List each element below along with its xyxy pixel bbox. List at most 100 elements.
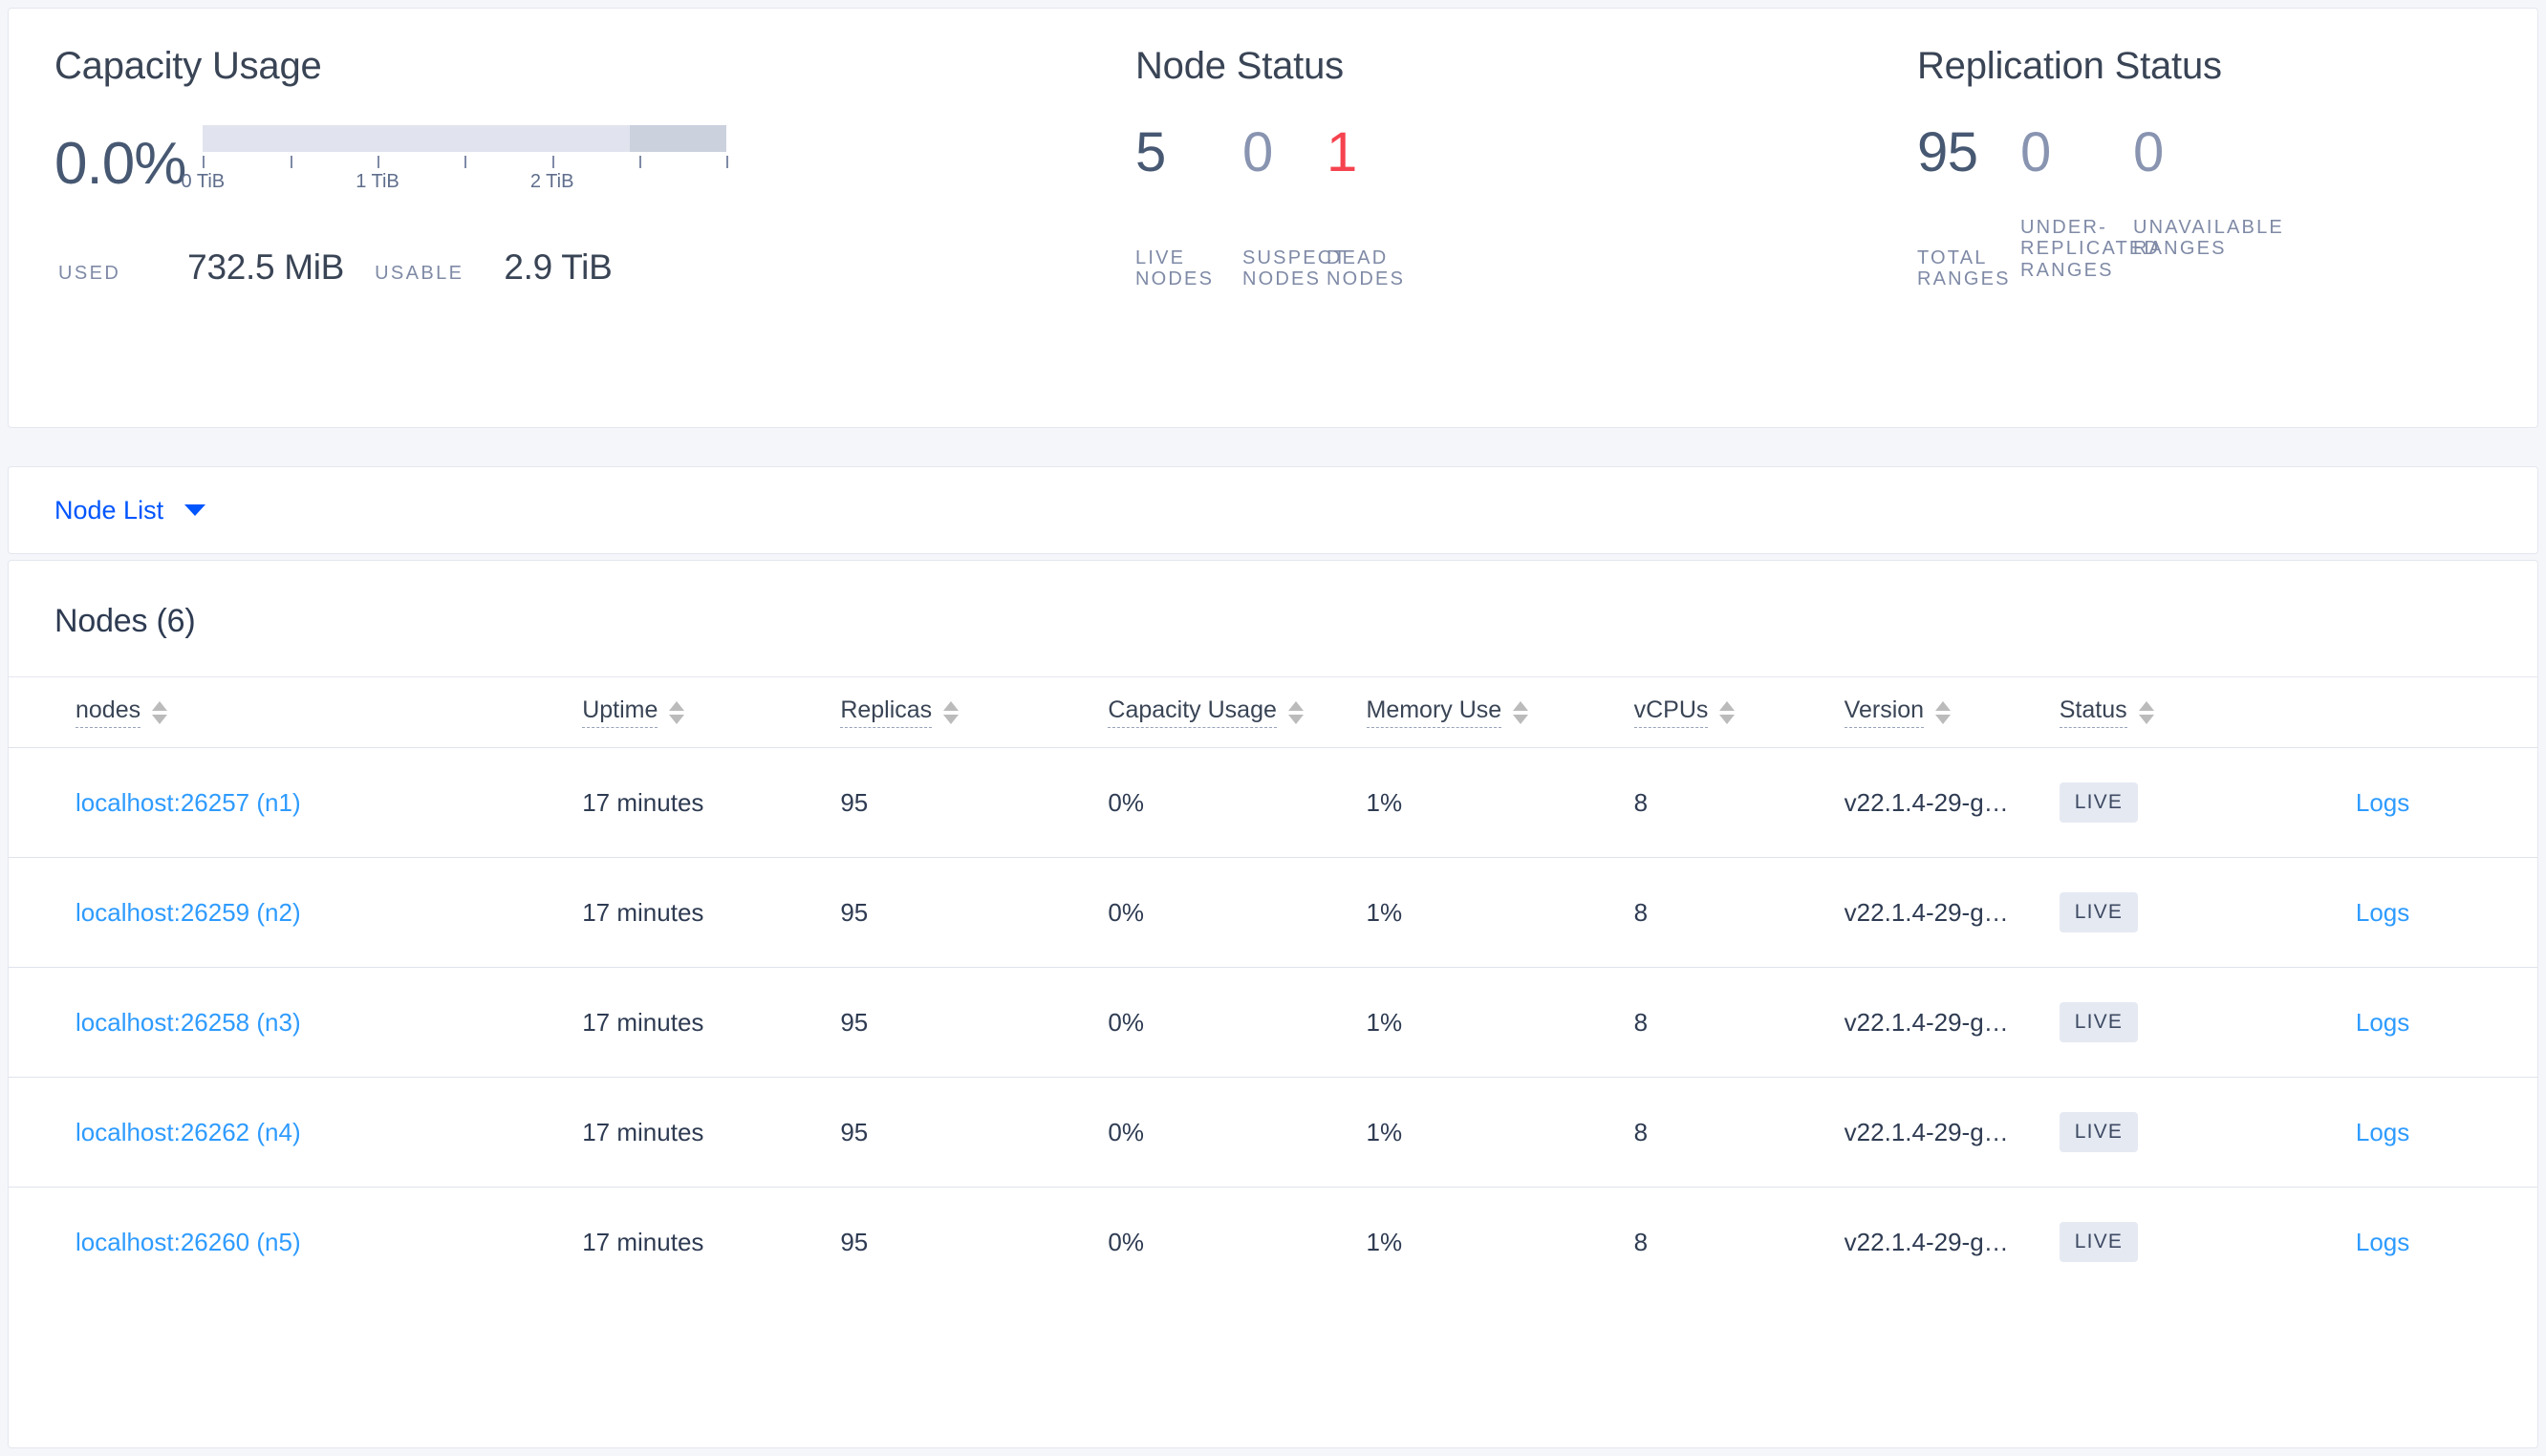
sort-descending-icon (943, 714, 960, 724)
table-row: localhost:26258 (n3) 17 minutes 95 0% 1% 8 v22… (9, 967, 2537, 1078)
cell-version: v22.1.4-29-g… (1844, 967, 2060, 1078)
cell-vcpus: 8 (1633, 1077, 1845, 1188)
table-row: localhost:26262 (n4) 17 minutes 95 0% 1% 8 v22… (9, 1077, 2537, 1188)
column-header-label: Capacity Usage (1108, 696, 1277, 728)
capacity-usage-percent: 0.0% (54, 131, 186, 197)
column-header-status[interactable]: Status (2059, 676, 2356, 748)
logs-link[interactable]: Logs (2355, 1117, 2410, 1146)
sort-toggle-icon[interactable] (1935, 700, 1952, 724)
cell-status: LIVE (2059, 747, 2356, 858)
sort-toggle-icon[interactable] (669, 700, 685, 724)
capacity-axis-tick (464, 156, 467, 168)
sort-ascending-icon (1287, 700, 1304, 711)
nodes-table-body: localhost:26257 (n1) 17 minutes 95 0% 1% 8 v22… (9, 747, 2537, 1296)
sort-toggle-icon[interactable] (152, 700, 168, 724)
replication-status-metrics: 95 TOTAL RANGES 0 UNDER- REPLICATED RANG… (1917, 125, 2536, 290)
column-header-version[interactable]: Version (1844, 676, 2060, 748)
cell-version: v22.1.4-29-g… (1844, 857, 2060, 968)
cell-status: LIVE (2059, 1077, 2356, 1188)
metric-live-nodes-value: 5 (1135, 121, 1166, 183)
node-list-selector-card: Node List (8, 466, 2538, 554)
sort-toggle-icon[interactable] (943, 700, 960, 724)
node-link[interactable]: localhost:26260 (n5) (76, 1227, 301, 1256)
cell-uptime: 17 minutes (582, 857, 841, 968)
status-badge: LIVE (2059, 782, 2139, 823)
cell-replicas: 95 (840, 1077, 1109, 1188)
node-link[interactable]: localhost:26257 (n1) (76, 787, 301, 817)
column-header-vcpus[interactable]: vCPUs (1633, 676, 1845, 748)
cell-uptime: 17 minutes (582, 967, 841, 1078)
capacity-axis-tick (551, 156, 554, 168)
cell-version: v22.1.4-29-g… (1844, 1187, 2060, 1296)
table-row: localhost:26259 (n2) 17 minutes 95 0% 1% 8 v22… (9, 857, 2537, 968)
capacity-usage-section: Capacity Usage 0.0% 0 TiB 1 TiB 2 TiB USED… (9, 9, 1093, 427)
nodes-table-header-row: nodes Uptime Replicas Capacity Usage Memory … (9, 676, 2537, 748)
cell-vcpus: 8 (1633, 1187, 1845, 1296)
cell-node: localhost:26258 (n3) (9, 967, 583, 1078)
capacity-usage-chart: 0 TiB 1 TiB 2 TiB (182, 125, 729, 200)
metric-under-replicated-ranges: 0 UNDER- REPLICATED RANGES (2020, 125, 2161, 290)
capacity-usage-bar (203, 125, 727, 152)
cell-status: LIVE (2059, 857, 2356, 968)
sort-toggle-icon[interactable] (1719, 700, 1736, 724)
cell-logs: Logs (2355, 857, 2537, 968)
sort-descending-icon (152, 714, 168, 724)
status-badge: LIVE (2059, 1222, 2139, 1262)
column-header-node[interactable]: nodes (9, 676, 583, 748)
metric-suspect-nodes: 0 SUSPECT NODES (1242, 121, 1346, 290)
sort-toggle-icon[interactable] (2138, 700, 2154, 724)
column-header-capacity[interactable]: Capacity Usage (1108, 676, 1367, 748)
cell-memory: 1% (1366, 967, 1634, 1078)
sort-ascending-icon (1935, 700, 1952, 711)
node-link[interactable]: localhost:26258 (n3) (76, 1007, 301, 1037)
logs-link[interactable]: Logs (2355, 1227, 2410, 1256)
cell-vcpus: 8 (1633, 747, 1845, 858)
column-header-logs (2355, 676, 2537, 748)
column-header-inner: Capacity Usage (1108, 696, 1304, 728)
cell-logs: Logs (2355, 1077, 2537, 1188)
column-header-uptime[interactable]: Uptime (582, 676, 841, 748)
metric-under-replicated-ranges-caption: UNDER- REPLICATED RANGES (2020, 217, 2161, 281)
cell-status: LIVE (2059, 1187, 2356, 1296)
logs-link[interactable]: Logs (2355, 1007, 2410, 1037)
cell-capacity: 0% (1108, 1077, 1367, 1188)
column-header-label: Uptime (582, 696, 658, 728)
usable-label: USABLE (375, 263, 464, 284)
capacity-axis-tick-label: 2 TiB (529, 171, 574, 192)
cell-uptime: 17 minutes (582, 1077, 841, 1188)
used-value: 732.5 MiB (187, 247, 345, 287)
replication-status-section: Replication Status 95 TOTAL RANGES 0 UND… (1877, 9, 2536, 427)
capacity-axis-tick (203, 156, 205, 168)
node-link[interactable]: localhost:26259 (n2) (76, 897, 301, 927)
sort-toggle-icon[interactable] (1287, 700, 1304, 724)
sort-descending-icon (1513, 714, 1529, 724)
usable-value: 2.9 TiB (504, 247, 613, 287)
node-list-dropdown[interactable]: Node List (54, 495, 206, 525)
metric-dead-nodes-caption: DEAD NODES (1327, 247, 1406, 290)
cell-version: v22.1.4-29-g… (1844, 1077, 2060, 1188)
metric-dead-nodes: 1 DEAD NODES (1327, 125, 1441, 290)
sort-descending-icon (2138, 714, 2154, 724)
logs-link[interactable]: Logs (2355, 787, 2410, 817)
node-link[interactable]: localhost:26262 (n4) (76, 1117, 301, 1146)
column-header-memory[interactable]: Memory Use (1366, 676, 1634, 748)
used-label: USED (58, 263, 121, 284)
sort-toggle-icon[interactable] (1513, 700, 1529, 724)
cell-capacity: 0% (1108, 1187, 1367, 1296)
cell-logs: Logs (2355, 1187, 2537, 1296)
capacity-axis-tick-label: 0 TiB (181, 171, 226, 192)
metric-suspect-nodes-value: 0 (1242, 121, 1273, 183)
table-row: localhost:26257 (n1) 17 minutes 95 0% 1% 8 v22… (9, 747, 2537, 858)
node-list-dropdown-label: Node List (54, 495, 164, 525)
column-header-label: Version (1844, 696, 1925, 728)
column-header-inner: Memory Use (1366, 696, 1529, 728)
cell-capacity: 0% (1108, 747, 1367, 858)
cell-node: localhost:26257 (n1) (9, 747, 583, 858)
logs-link[interactable]: Logs (2355, 897, 2410, 927)
column-header-replicas[interactable]: Replicas (840, 676, 1109, 748)
node-status-metrics: 5 LIVE NODES 0 SUSPECT NODES 1 DEAD NODE… (1135, 125, 1877, 290)
column-header-inner: Replicas (840, 696, 960, 728)
sort-ascending-icon (152, 700, 168, 711)
cell-capacity: 0% (1108, 857, 1367, 968)
cell-node: localhost:26262 (n4) (9, 1077, 583, 1188)
